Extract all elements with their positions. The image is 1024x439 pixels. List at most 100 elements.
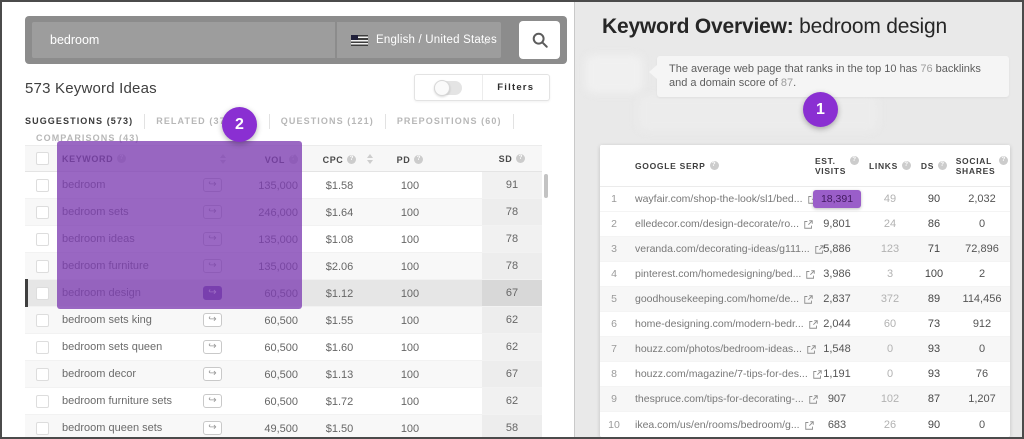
rank-cell: 5 xyxy=(611,293,617,305)
info-icon[interactable] xyxy=(902,160,911,170)
search-button[interactable] xyxy=(519,21,560,59)
keyword-table-row[interactable]: bedroom sets king ↪ 60,500 $1.55 100 62 xyxy=(25,307,542,334)
serp-url-link[interactable]: wayfair.com/shop-the-look/sl1/bed... xyxy=(635,193,803,205)
serp-table-row: 2 elledecor.com/design-decorate/ro... 9,… xyxy=(600,212,1010,237)
ds-cell: 87 xyxy=(927,393,941,405)
info-icon[interactable] xyxy=(709,160,719,170)
social-shares-cell: 114,456 xyxy=(962,293,1002,305)
external-link-icon[interactable] xyxy=(808,320,818,329)
sd-cell: 78 xyxy=(505,206,519,218)
est-visits-cell: 2,044 xyxy=(823,318,851,330)
expand-keyword-arrow-icon[interactable]: ↪ xyxy=(203,340,222,354)
keyword-table-row[interactable]: bedroom furniture sets ↪ 60,500 $1.72 10… xyxy=(25,388,542,415)
info-icon[interactable] xyxy=(414,155,424,164)
info-icon[interactable] xyxy=(938,160,948,170)
blurred-element xyxy=(638,95,878,131)
row-checkbox[interactable] xyxy=(35,259,49,273)
est-visits-cell: 683 xyxy=(827,418,847,431)
links-cell: 123 xyxy=(880,243,900,255)
volume-cell: 60,500 xyxy=(264,396,298,408)
expand-keyword-arrow-icon[interactable]: ↪ xyxy=(203,421,222,435)
social-shares-column-header: SOCIAL SHARES xyxy=(956,156,1009,176)
keyword-cell: bedroom sets queen xyxy=(62,341,163,353)
select-all-checkbox[interactable] xyxy=(35,152,49,165)
expand-keyword-arrow-icon[interactable]: ↪ xyxy=(203,313,222,327)
pd-cell: 100 xyxy=(400,423,420,435)
external-link-icon[interactable] xyxy=(813,370,822,379)
expand-keyword-arrow-icon[interactable]: ↪ xyxy=(203,367,222,381)
external-link-icon[interactable] xyxy=(807,345,816,354)
external-link-icon[interactable] xyxy=(804,295,813,304)
table-scrollbar[interactable] xyxy=(544,174,548,198)
keyword-tabs: SUGGESTIONS (573) RELATED (377,350) QUESTI… xyxy=(25,112,530,146)
pd-cell: 100 xyxy=(400,234,420,246)
cpc-cell: $2.06 xyxy=(325,261,354,273)
google-serp-table: GOOGLE SERP EST.VISITS LINKS DS xyxy=(600,145,1010,437)
rank-cell: 4 xyxy=(611,268,617,280)
tab-questions[interactable]: QUESTIONS (121) xyxy=(270,114,386,129)
serp-url-link[interactable]: pinterest.com/homedesigning/bed... xyxy=(635,268,802,280)
search-input[interactable] xyxy=(32,22,335,58)
volume-cell: 60,500 xyxy=(264,315,298,327)
pd-cell: 100 xyxy=(400,207,420,219)
pd-cell: 100 xyxy=(400,396,420,408)
language-selector[interactable]: English / United States xyxy=(336,22,501,58)
row-checkbox[interactable] xyxy=(35,394,49,408)
keyword-table-row[interactable]: bedroom queen sets ↪ 49,500 $1.50 100 58 xyxy=(25,415,542,437)
external-link-icon[interactable] xyxy=(808,395,818,404)
tab-suggestions[interactable]: SUGGESTIONS (573) xyxy=(25,114,146,129)
info-icon[interactable] xyxy=(516,154,526,163)
serp-url-link[interactable]: houzz.com/magazine/7-tips-for-des... xyxy=(635,368,808,380)
serp-column-header: GOOGLE SERP xyxy=(635,160,719,171)
row-checkbox[interactable] xyxy=(35,367,49,381)
sd-column-header[interactable]: SD xyxy=(499,154,526,164)
tab-prepositions[interactable]: PREPOSITIONS (60) xyxy=(386,114,514,129)
keyword-table-row[interactable]: bedroom decor ↪ 60,500 $1.13 100 67 xyxy=(25,361,542,388)
external-link-icon[interactable] xyxy=(815,245,824,254)
serp-url-link[interactable]: goodhousekeeping.com/home/de... xyxy=(635,293,800,305)
links-cell: 26 xyxy=(883,418,897,431)
serp-url-link[interactable]: home-designing.com/modern-bedr... xyxy=(635,318,804,330)
expand-keyword-arrow-icon[interactable]: ↪ xyxy=(203,394,222,408)
row-checkbox[interactable] xyxy=(35,313,49,327)
sd-cell: 78 xyxy=(505,233,519,245)
cpc-cell: $1.13 xyxy=(325,369,354,381)
info-icon[interactable] xyxy=(347,155,357,164)
sd-cell: 62 xyxy=(505,395,519,407)
cpc-column-header[interactable]: CPC xyxy=(323,155,357,165)
sd-cell: 62 xyxy=(505,314,519,326)
row-checkbox[interactable] xyxy=(35,205,49,219)
est-visits-cell: 907 xyxy=(827,393,847,405)
row-checkbox[interactable] xyxy=(35,340,49,354)
ds-cell: 100 xyxy=(924,268,944,280)
external-link-icon[interactable] xyxy=(804,420,814,430)
tab-related[interactable]: RELATED (377,350) xyxy=(145,114,270,129)
row-checkbox[interactable] xyxy=(35,286,49,300)
info-icon[interactable] xyxy=(850,156,860,165)
keyword-cell: bedroom furniture sets xyxy=(62,395,173,407)
serp-url-link[interactable]: elledecor.com/design-decorate/ro... xyxy=(635,218,800,230)
row-checkbox[interactable] xyxy=(35,178,49,192)
keyword-table-row[interactable]: bedroom sets queen ↪ 60,500 $1.60 100 62 xyxy=(25,334,542,361)
info-icon[interactable] xyxy=(999,156,1009,165)
external-link-icon[interactable] xyxy=(806,270,816,279)
row-checkbox[interactable] xyxy=(35,421,49,435)
serp-url-link[interactable]: ikea.com/us/en/rooms/bedroom/g... xyxy=(635,418,800,431)
social-shares-cell: 72,896 xyxy=(965,243,999,255)
row-checkbox[interactable] xyxy=(35,232,49,246)
search-bar: English / United States xyxy=(25,16,567,64)
language-label: English / United States xyxy=(376,34,497,46)
serp-url-link[interactable]: houzz.com/photos/bedroom-ideas... xyxy=(635,343,802,355)
filters-toggle[interactable] xyxy=(415,75,483,100)
tab-comparisons[interactable]: COMPARISONS (43) xyxy=(36,133,140,143)
external-link-icon[interactable] xyxy=(804,220,813,229)
links-cell: 24 xyxy=(883,218,897,230)
rank-cell: 10 xyxy=(608,418,620,431)
keyword-cell: bedroom decor xyxy=(62,368,136,380)
sort-cpc-control[interactable] xyxy=(367,153,373,164)
serp-url-link[interactable]: thespruce.com/tips-for-decorating-... xyxy=(635,393,804,405)
serp-url-link[interactable]: veranda.com/decorating-ideas/g111... xyxy=(635,243,810,255)
pd-column-header[interactable]: PD xyxy=(377,155,443,165)
search-icon xyxy=(532,32,548,48)
annotation-badge-1: 1 xyxy=(803,92,838,127)
